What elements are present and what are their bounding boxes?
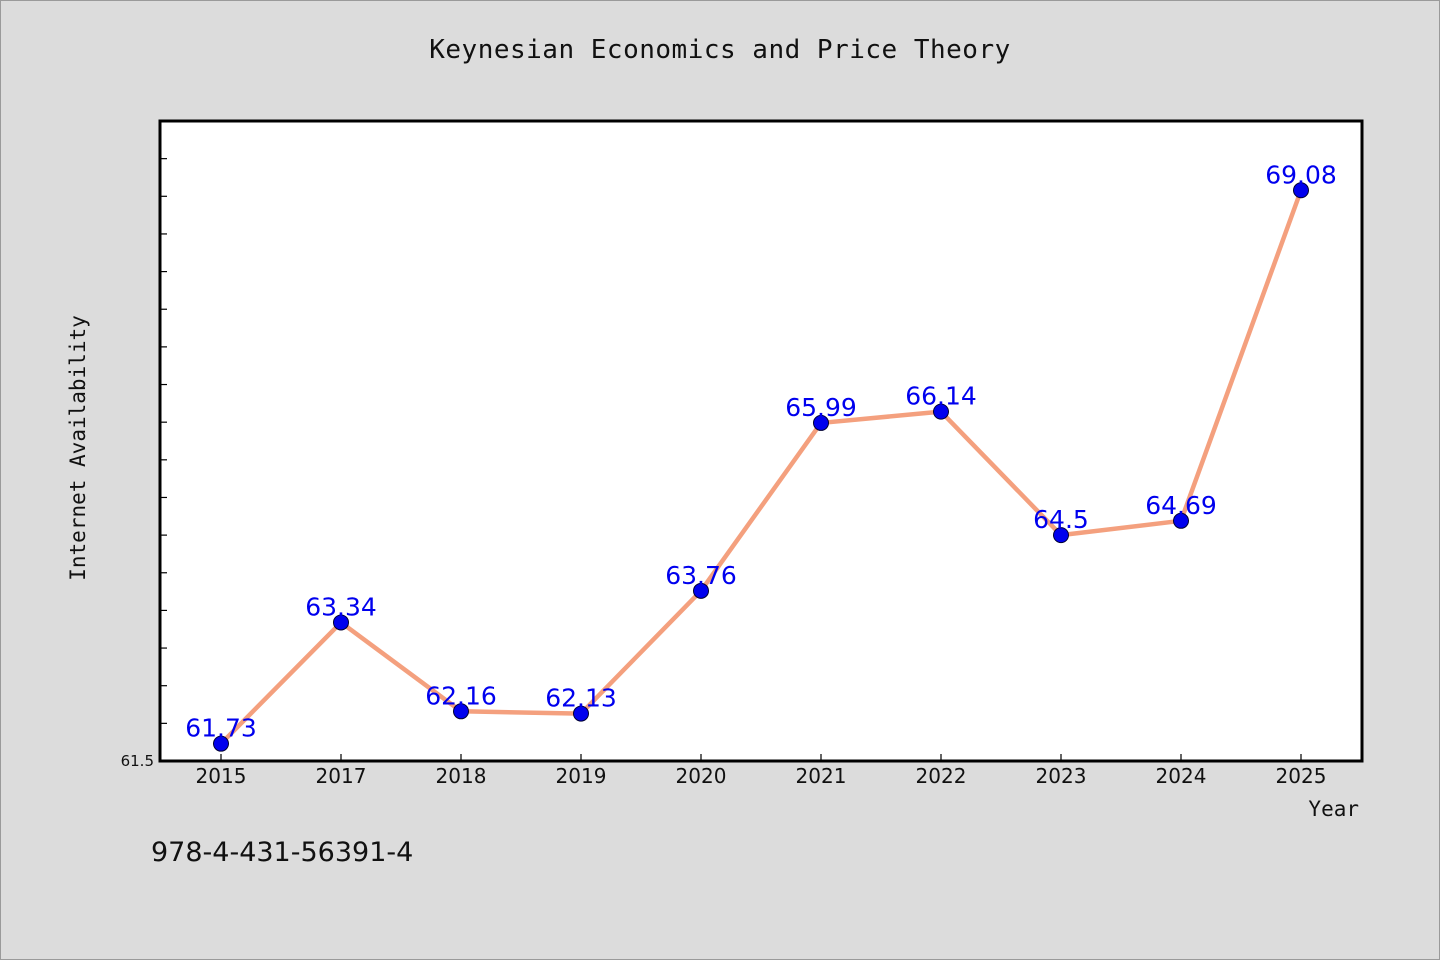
- x-tick-label: 2025: [1276, 764, 1327, 788]
- x-tick-label: 2023: [1036, 764, 1087, 788]
- series-group: 61.73 63.34 62.16 62.13 63.76 65.99 66.14 64.5 6…: [185, 160, 1337, 752]
- x-tick-label: 2015: [196, 764, 247, 788]
- plot-frame: [158, 119, 1364, 763]
- data-point: [333, 614, 349, 631]
- x-tick-label: 2018: [436, 764, 487, 788]
- data-point: [693, 582, 709, 599]
- data-point: [1053, 527, 1069, 544]
- x-tick-label: 2022: [916, 764, 967, 788]
- x-tick-label: 2020: [676, 764, 727, 788]
- data-point: [453, 703, 469, 720]
- series-line: [218, 188, 1304, 746]
- x-axis-title: Year: [1308, 797, 1359, 821]
- data-label: 65.99: [785, 393, 857, 422]
- data-label: 64.5: [1033, 505, 1089, 534]
- data-label: 64.69: [1145, 491, 1217, 520]
- data-point: [1173, 512, 1189, 529]
- x-axis-ticks: 2015 2017 2018 2019 2020 2021 2022 2023 2024 2025: [196, 754, 1327, 788]
- data-label: 66.14: [905, 382, 977, 411]
- plot-area: [160, 121, 1362, 761]
- data-point: [573, 705, 589, 722]
- data-point: [1293, 182, 1309, 199]
- data-label: 62.16: [425, 681, 497, 710]
- data-label: 61.73: [185, 714, 257, 743]
- data-point: [813, 414, 829, 431]
- chart-title: Keynesian Economics and Price Theory: [429, 35, 1011, 65]
- y-tick-label: 61.5: [121, 752, 154, 770]
- data-point: [933, 403, 949, 420]
- data-label: 63.76: [665, 561, 737, 590]
- data-point: [213, 735, 229, 752]
- x-tick-label: 2017: [316, 764, 367, 788]
- x-tick-label: 2019: [556, 764, 607, 788]
- x-tick-label: 2021: [796, 764, 847, 788]
- isbn-text: 978-4-431-56391-4: [151, 837, 414, 868]
- data-label: 63.34: [305, 592, 377, 621]
- data-label: 62.13: [545, 684, 617, 713]
- data-label: 69.08: [1265, 160, 1337, 189]
- x-tick-label: 2024: [1156, 764, 1207, 788]
